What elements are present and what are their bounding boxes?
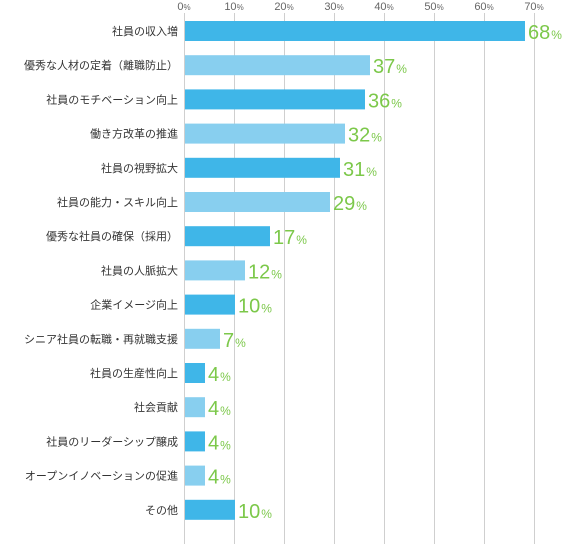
bar-8 [185,294,235,315]
bar-14 [185,499,235,520]
value-label-6: 17% [273,227,307,249]
x-tick-label-70: 70% [524,1,543,13]
category-label-8: 企業イメージ向上 [90,298,178,312]
bars [185,21,525,520]
x-tick-label-20: 20% [274,1,293,13]
bar-4 [185,157,340,178]
value-label-8: 10% [238,296,272,318]
x-tick-label-50: 50% [424,1,443,13]
bar-5 [185,192,330,212]
value-label-1: 37% [373,56,407,78]
x-tick-label-0: 0% [177,1,190,13]
value-label-3: 32% [348,125,382,147]
bar-2 [185,89,365,110]
category-label-5: 社員の能力・スキル向上 [57,195,178,209]
x-tick-label-30: 30% [324,1,343,13]
category-label-10: 社員の生産性向上 [90,366,178,380]
bar-13 [185,465,205,486]
category-label-2: 社員のモチベーション向上 [46,92,178,106]
bar-1 [185,55,370,76]
category-label-9: シニア社員の転職・再就職支援 [24,332,178,346]
category-label-12: 社員のリーダーシップ醸成 [46,434,178,448]
category-label-4: 社員の視野拡大 [101,161,178,175]
value-labels: 68% 37% 36% 32% 31% 29% 17% 12% 10% 7% 4% 4% 4% 4% 10% [208,22,562,523]
bar-10 [185,363,205,383]
category-label-3: 働き方改革の推進 [90,127,178,141]
value-label-11: 4% [208,398,231,420]
x-tick-label-10: 10% [224,1,243,13]
bar-12 [185,431,205,452]
category-label-11: 社会貢献 [134,400,178,414]
category-label-0: 社員の収入増 [112,24,178,38]
value-label-4: 31% [343,159,377,181]
bar-6 [185,226,270,247]
category-label-6: 優秀な社員の確保（採用） [46,229,178,243]
bar-7 [185,260,245,281]
value-label-9: 7% [223,330,246,352]
value-label-2: 36% [368,90,402,112]
category-label-7: 社員の人脈拡大 [101,263,178,277]
value-label-5: 29% [333,193,367,215]
value-label-13: 4% [208,467,231,489]
value-label-10: 4% [208,364,231,386]
category-label-14: その他 [145,504,178,517]
category-label-1: 優秀な人材の定着（離職防止） [24,58,178,72]
value-label-0: 68% [528,22,562,44]
x-tick-label-40: 40% [374,1,393,13]
x-axis-ticks: 0% 10% 20% 30% 40% 50% 60% 70% [177,1,543,13]
value-label-14: 10% [238,501,272,523]
bar-9 [185,328,220,349]
category-label-13: オープンイノベーションの促進 [25,469,178,483]
x-tick-label-60: 60% [474,1,493,13]
bar-0 [185,21,525,41]
bar-11 [185,397,205,418]
value-label-12: 4% [208,432,231,454]
value-label-7: 12% [248,261,282,283]
bar-3 [185,123,345,144]
